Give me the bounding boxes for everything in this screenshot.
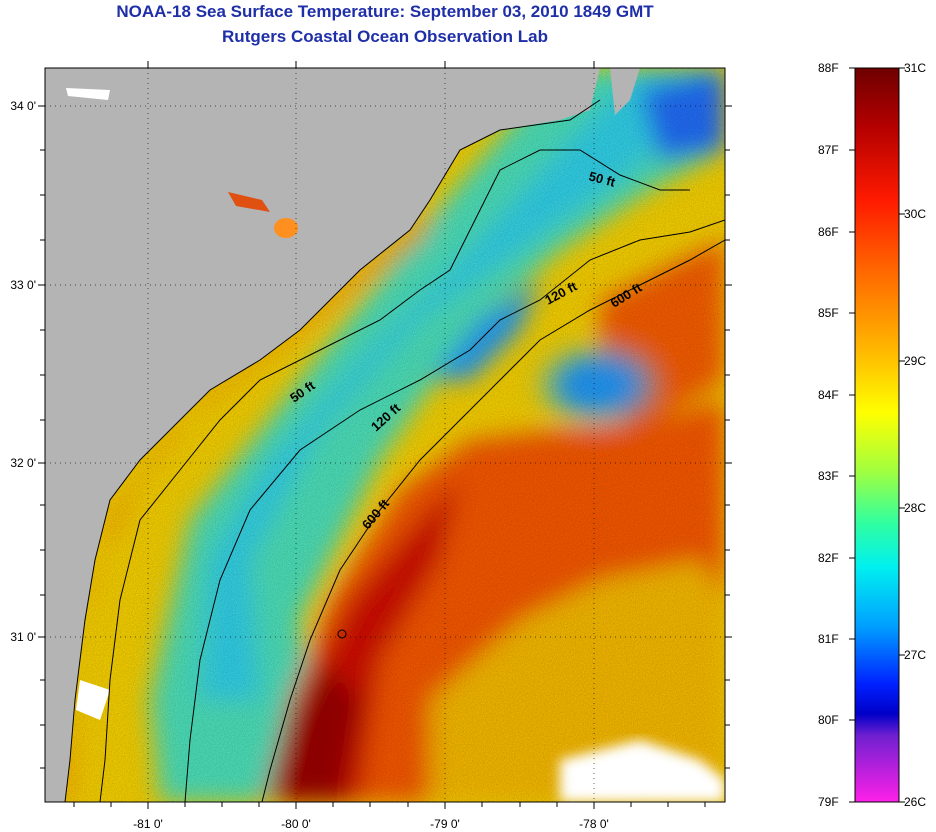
lon-axis-labels: -81 0' -80 0' -79 0' -78 0' [133, 817, 609, 831]
contour-600ft [261, 239, 725, 802]
coastline [64, 99, 601, 802]
cb-label-31C: 31C [904, 61, 927, 75]
lat-axis-labels: 34 0' 33 0' 32 0' 31 0' [10, 99, 36, 644]
lon-label-80: -80 0' [281, 817, 311, 831]
lat-label-34: 34 0' [10, 99, 36, 113]
cb-label-88F: 88F [818, 61, 839, 75]
cb-label-86F: 86F [818, 225, 839, 239]
cb-label-87F: 87F [818, 143, 839, 157]
map-title: NOAA-18 Sea Surface Temperature: Septemb… [116, 2, 654, 21]
contour-120ft [184, 219, 725, 802]
cb-label-81F: 81F [818, 632, 839, 646]
cb-label-82F: 82F [818, 551, 839, 565]
lon-label-79: -79 0' [430, 817, 460, 831]
lat-label-32: 32 0' [10, 456, 36, 470]
lat-label-31: 31 0' [10, 630, 36, 644]
colorbar-ticks [849, 67, 905, 803]
cb-label-26C: 26C [904, 795, 927, 809]
sst-field [45, 68, 725, 802]
lat-lon-grid [45, 68, 725, 802]
contour-50ft [99, 149, 690, 802]
cb-label-80F: 80F [818, 713, 839, 727]
cb-label-29C: 29C [904, 354, 927, 368]
lon-label-81: -81 0' [133, 817, 163, 831]
cb-label-28C: 28C [904, 501, 927, 515]
cb-label-83F: 83F [818, 469, 839, 483]
cb-label-30C: 30C [904, 207, 927, 221]
cb-label-84F: 84F [818, 388, 839, 402]
contour-label-50ft-north: 50 ft [587, 168, 617, 190]
land-mass [45, 68, 600, 802]
cb-label-85F: 85F [818, 306, 839, 320]
colorbar [854, 67, 900, 803]
map-subtitle: Rutgers Coastal Ocean Observation Lab [222, 27, 548, 46]
cb-label-27C: 27C [904, 648, 927, 662]
cb-label-79F: 79F [818, 795, 839, 809]
lon-label-78: -78 0' [579, 817, 609, 831]
lat-label-33: 33 0' [10, 278, 36, 292]
